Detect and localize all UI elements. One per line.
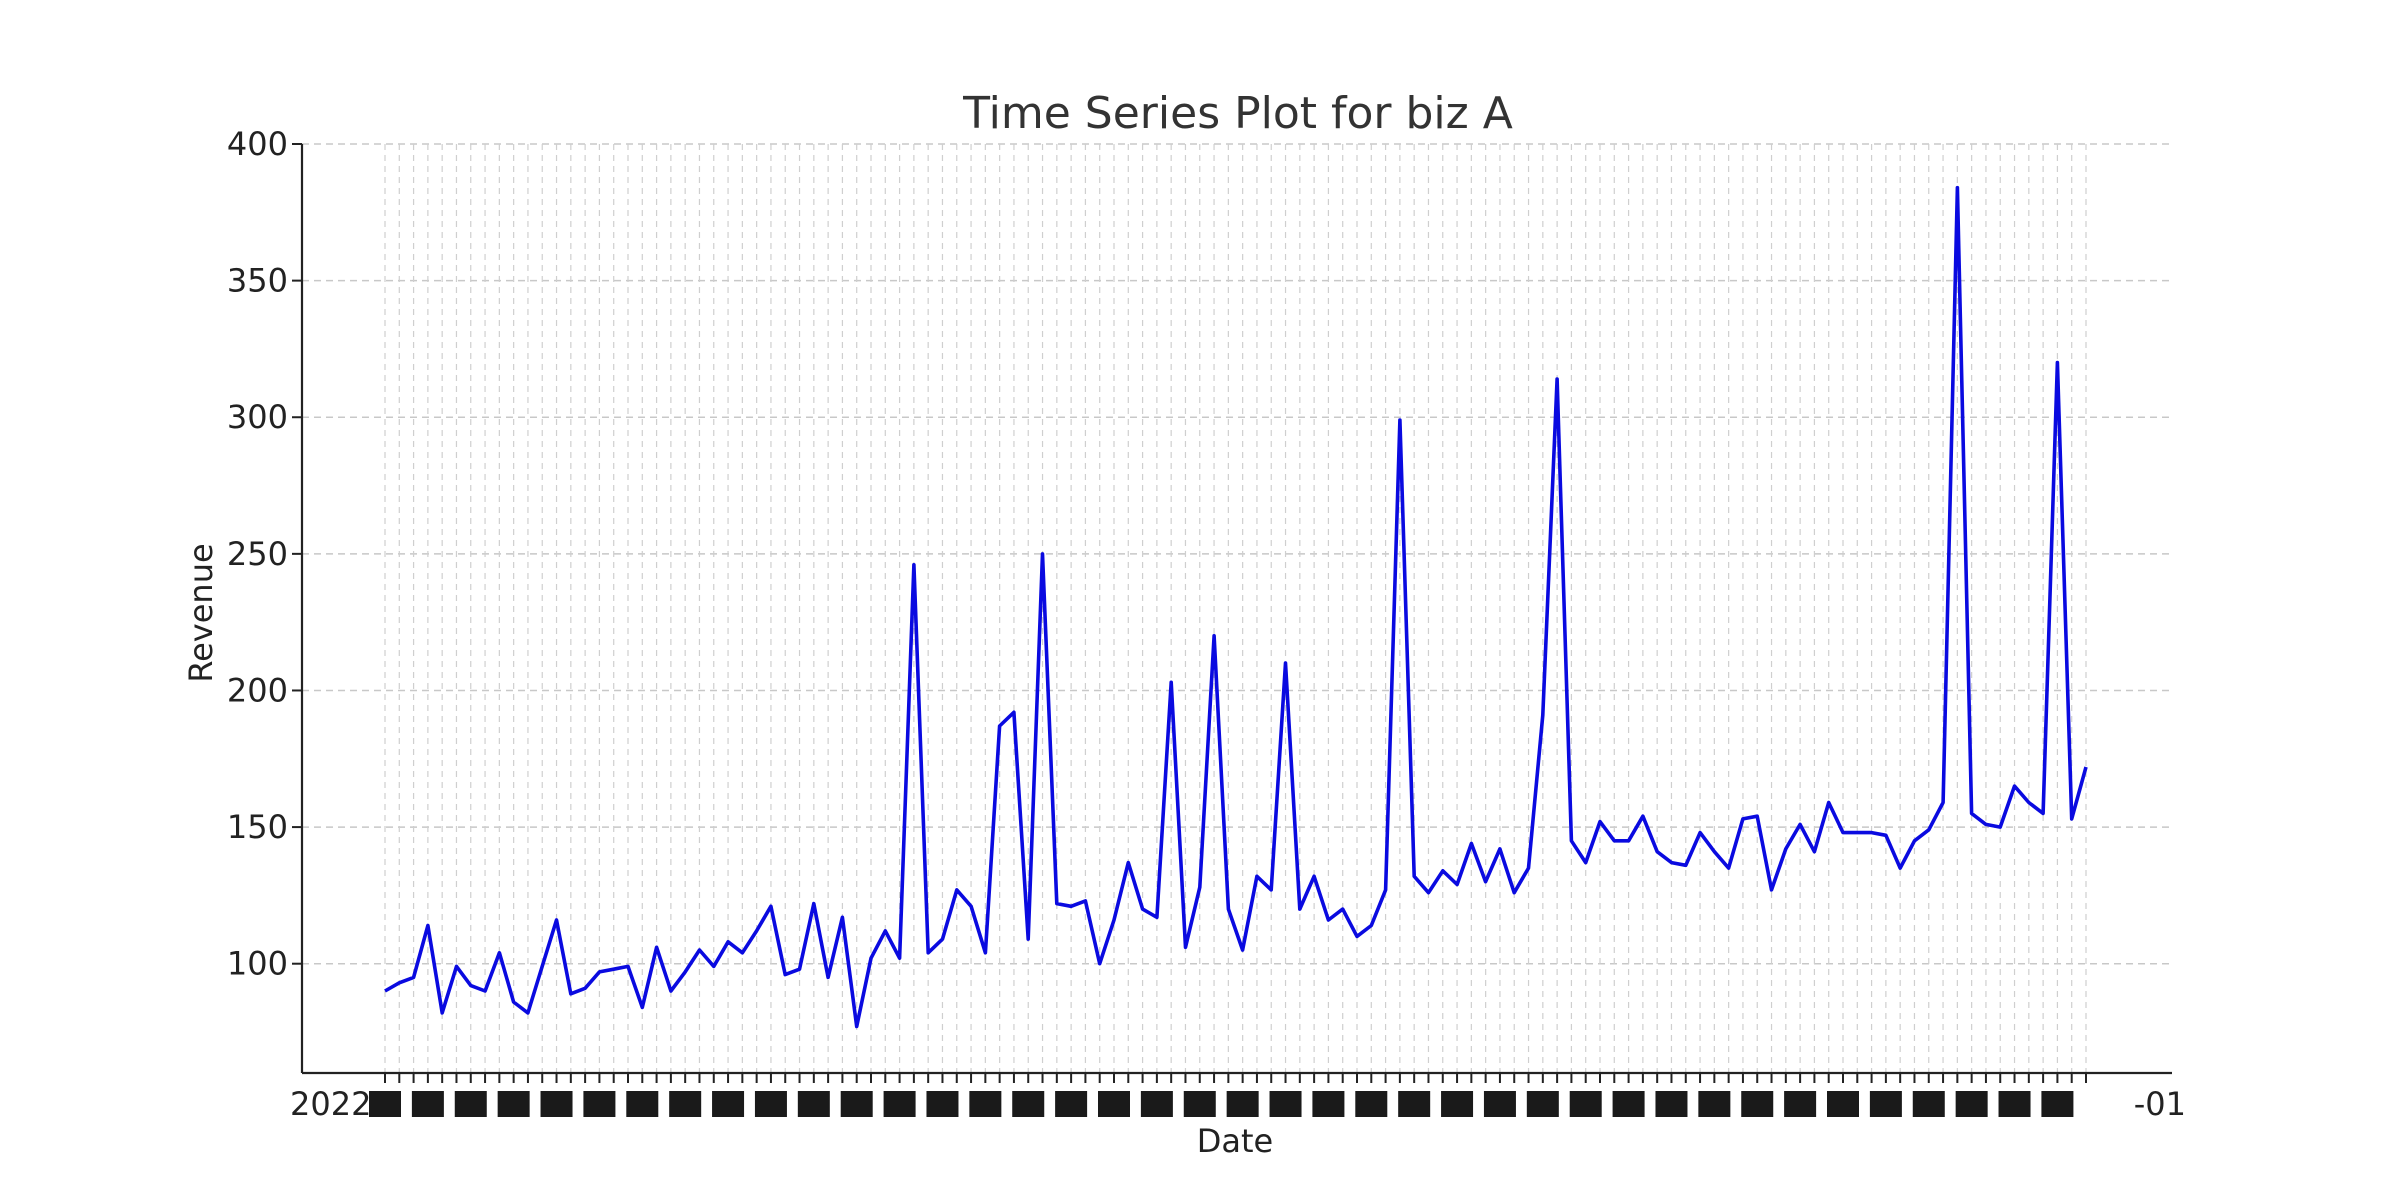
x-tick-label-mark	[1312, 1091, 1345, 1117]
x-tick-label-mark	[883, 1091, 916, 1117]
x-tick-label-mark	[1226, 1091, 1259, 1117]
x-tick-label-mark	[712, 1091, 745, 1117]
ticks: 100 150 200 250 300 350 400 2022 -01	[227, 125, 2186, 1123]
chart-title: Time Series Plot for biz A	[962, 88, 1513, 139]
series-line	[384, 185, 2088, 1029]
x-tick-label-mark	[926, 1091, 959, 1117]
x-tick-label-mark	[1098, 1091, 1130, 1117]
x-tick-label-mark	[626, 1091, 659, 1117]
x-tick-label-mark	[369, 1091, 401, 1117]
x-tick-label-mark	[1912, 1091, 1945, 1117]
x-tick-label-mark	[1655, 1091, 1688, 1117]
x-tick-label-mark	[1827, 1091, 1859, 1117]
x-tick-label-mark	[540, 1091, 573, 1117]
x-tick-label-mark	[797, 1091, 830, 1117]
x-tick-label-mark	[1055, 1091, 1088, 1117]
y-tick-label: 300	[227, 398, 288, 436]
y-tick-label: 350	[227, 262, 288, 300]
y-tick-label: 200	[227, 671, 288, 709]
x-tick-label-mark	[1398, 1091, 1431, 1117]
x-tick-label-mark	[669, 1091, 702, 1117]
x-tick-label-mark	[1355, 1091, 1388, 1117]
y-tick-label: 150	[227, 808, 288, 846]
x-tick-label-mark	[583, 1091, 616, 1117]
x-tick-label-mark	[840, 1091, 873, 1117]
x-tick-label-mark	[1012, 1091, 1045, 1117]
x-tick-label-mark	[411, 1091, 444, 1117]
x-tick-label-mark	[2041, 1091, 2074, 1117]
y-tick-label: 400	[227, 125, 288, 163]
x-tick-label-mark	[1998, 1091, 2031, 1117]
x-tick-label-mark	[497, 1091, 530, 1117]
x-tick-label-mark	[1698, 1091, 1731, 1117]
x-tick-label-mark	[1612, 1091, 1645, 1117]
x-tick-label-mark	[1526, 1091, 1559, 1117]
x-tick-label-mark	[454, 1091, 487, 1117]
y-tick-label: 250	[227, 535, 288, 573]
x-tick-label-mark	[1483, 1091, 1516, 1117]
x-axis-label: Date	[1197, 1122, 1273, 1160]
x-tick-label-mark	[1183, 1091, 1216, 1117]
x-tick-label-mark	[1569, 1091, 1602, 1117]
y-axis-label: Revenue	[182, 543, 220, 682]
x-tick-label-last: -01	[2134, 1085, 2186, 1123]
x-tick-label-mark	[1741, 1091, 1774, 1117]
x-tick-label-mark	[1441, 1091, 1474, 1117]
x-tick-label-mark	[1784, 1091, 1817, 1117]
x-tick-label-first: 2022	[290, 1085, 371, 1123]
x-tick-label-mark	[969, 1091, 1002, 1117]
x-tick-label-mark	[1269, 1091, 1302, 1117]
x-tick-label-mark	[1955, 1091, 1988, 1117]
x-tick-label-mark	[1140, 1091, 1173, 1117]
y-tick-label: 100	[227, 945, 288, 983]
series-layer	[384, 185, 2088, 1029]
x-tick-label-mark	[754, 1091, 787, 1117]
x-tick-label-mark	[1869, 1091, 1902, 1117]
